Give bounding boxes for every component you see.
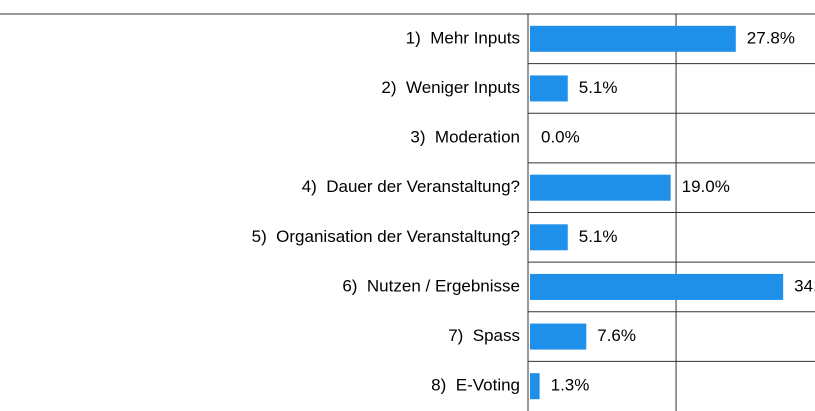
category-label: 2) Weniger Inputs bbox=[381, 78, 520, 97]
bar bbox=[530, 224, 568, 251]
value-label: 7.6% bbox=[597, 326, 636, 345]
bar bbox=[530, 25, 736, 52]
bar bbox=[530, 323, 587, 350]
value-label: 27.8% bbox=[747, 28, 795, 47]
category-label: 8) E-Voting bbox=[431, 376, 520, 395]
value-label: 1.3% bbox=[551, 376, 590, 395]
value-label: 5.1% bbox=[579, 78, 618, 97]
bar bbox=[530, 273, 784, 300]
category-label: 7) Spass bbox=[448, 326, 520, 345]
value-label: 5.1% bbox=[579, 227, 618, 246]
value-label: 34.2% bbox=[794, 276, 815, 295]
category-label: 6) Nutzen / Ergebnisse bbox=[342, 276, 520, 295]
bar bbox=[530, 75, 568, 102]
bar bbox=[530, 174, 671, 201]
bar bbox=[530, 373, 540, 400]
category-label: 1) Mehr Inputs bbox=[406, 28, 520, 47]
category-label: 5) Organisation der Veranstaltung? bbox=[252, 227, 520, 246]
value-label: 19.0% bbox=[682, 177, 730, 196]
value-label: 0.0% bbox=[541, 128, 580, 147]
category-label: 3) Moderation bbox=[410, 128, 520, 147]
category-label: 4) Dauer der Veranstaltung? bbox=[302, 177, 520, 196]
